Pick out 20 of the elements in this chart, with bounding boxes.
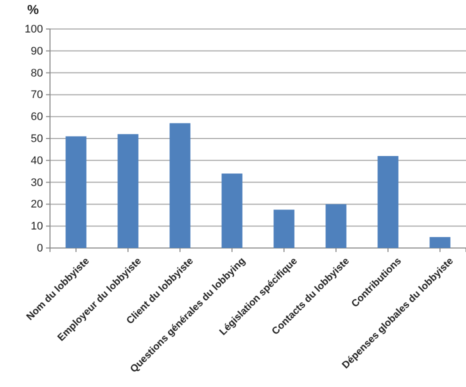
y-tick-label: 60: [30, 111, 43, 124]
y-tick-label: 10: [30, 220, 43, 233]
y-tick-label: 20: [30, 198, 43, 211]
bar: [170, 123, 190, 248]
y-tick-label: 50: [30, 133, 43, 146]
bar: [430, 237, 450, 248]
y-tick-label: 80: [30, 67, 43, 80]
y-tick-label: 90: [30, 45, 43, 58]
bar: [66, 136, 86, 248]
y-tick-label: 70: [30, 89, 43, 102]
bar: [222, 174, 242, 248]
y-tick-label: 100: [24, 24, 43, 36]
y-tick-label: 40: [30, 154, 43, 167]
bar: [378, 156, 398, 248]
bar: [326, 204, 346, 248]
y-tick-label: 30: [30, 176, 43, 189]
y-axis-title: %: [27, 2, 40, 17]
y-tick-label: 0: [36, 242, 43, 255]
bar: [274, 210, 294, 248]
bar: [118, 134, 138, 248]
